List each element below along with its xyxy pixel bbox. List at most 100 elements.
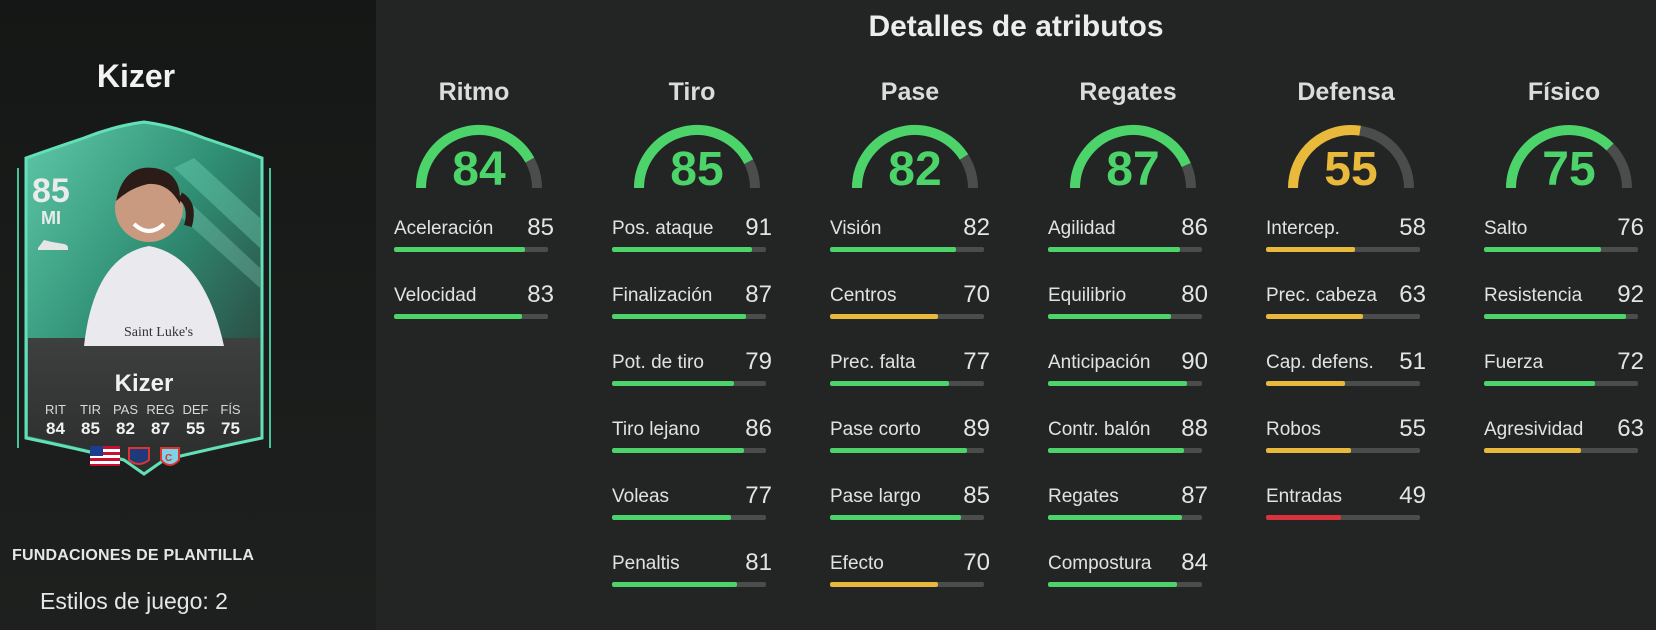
attribute-bar-fill bbox=[394, 247, 525, 252]
player-photo: Saint Luke's bbox=[84, 167, 224, 346]
attribute-value: 55 bbox=[1399, 415, 1426, 442]
attribute-row[interactable]: Visión 82 bbox=[830, 214, 1000, 281]
attribute-bar-fill bbox=[830, 314, 938, 319]
attribute-row[interactable]: Voleas 77 bbox=[612, 482, 782, 549]
attribute-row[interactable]: Finalización 87 bbox=[612, 281, 782, 348]
attribute-bar-fill bbox=[1048, 247, 1181, 252]
attribute-bar-fill bbox=[612, 515, 731, 520]
attribute-bar-fill bbox=[830, 247, 957, 252]
attribute-category: Tiro 85 Pos. ataque 91 Finalización 87 Pot. de… bbox=[612, 78, 782, 616]
attribute-label: Contr. balón bbox=[1048, 419, 1151, 440]
attribute-row[interactable]: Compostura 84 bbox=[1048, 549, 1218, 616]
attribute-label: Tiro lejano bbox=[612, 419, 701, 440]
attribute-bar-fill bbox=[830, 515, 961, 520]
attribute-row[interactable]: Pase largo 85 bbox=[830, 482, 1000, 549]
attribute-bar bbox=[1048, 381, 1202, 386]
attribute-label: Fuerza bbox=[1484, 352, 1544, 373]
club-crest-icon: C bbox=[160, 447, 180, 466]
attribute-bar-fill bbox=[612, 582, 737, 587]
attribute-row[interactable]: Prec. falta 77 bbox=[830, 348, 1000, 415]
attribute-value: 77 bbox=[963, 348, 990, 375]
attribute-row[interactable]: Penaltis 81 bbox=[612, 549, 782, 616]
attribute-bar-fill bbox=[612, 381, 734, 386]
attribute-bar-fill bbox=[1484, 247, 1602, 252]
attribute-row[interactable]: Pot. de tiro 79 bbox=[612, 348, 782, 415]
category-value: 84 bbox=[452, 143, 506, 196]
attribute-row[interactable]: Equilibrio 80 bbox=[1048, 281, 1218, 348]
attribute-row[interactable]: Salto 76 bbox=[1484, 214, 1654, 281]
category-value: 75 bbox=[1542, 143, 1596, 196]
attribute-row[interactable]: Efecto 70 bbox=[830, 549, 1000, 616]
attribute-row[interactable]: Pase corto 89 bbox=[830, 415, 1000, 482]
attribute-value: 63 bbox=[1399, 281, 1426, 308]
attribute-row[interactable]: Fuerza 72 bbox=[1484, 348, 1654, 415]
category-gauge: 82 bbox=[850, 118, 980, 196]
attribute-row[interactable]: Entradas 49 bbox=[1266, 482, 1436, 549]
category-name: Regates bbox=[1079, 78, 1177, 106]
attribute-label: Intercep. bbox=[1266, 218, 1340, 239]
category-name: Ritmo bbox=[438, 78, 510, 106]
attribute-label: Aceleración bbox=[394, 218, 494, 239]
attribute-row[interactable]: Centros 70 bbox=[830, 281, 1000, 348]
player-card[interactable]: Saint Luke's 85 MI Kizer RIT 84 TIR 85 PAS… bbox=[14, 118, 274, 488]
attribute-list: Visión 82 Centros 70 Prec. falta 77 Pase corto… bbox=[830, 214, 1000, 616]
attribute-value: 70 bbox=[963, 281, 990, 308]
attribute-row[interactable]: Anticipación 90 bbox=[1048, 348, 1218, 415]
attribute-value: 86 bbox=[745, 415, 772, 442]
attribute-bar bbox=[394, 247, 548, 252]
attribute-row[interactable]: Aceleración 85 bbox=[394, 214, 564, 281]
attribute-bar bbox=[1266, 247, 1420, 252]
attribute-value: 70 bbox=[963, 549, 990, 576]
attribute-label: Agresividad bbox=[1484, 419, 1584, 440]
attribute-bar bbox=[830, 582, 984, 587]
attribute-row[interactable]: Agresividad 63 bbox=[1484, 415, 1654, 482]
card-stat: FÍS 75 bbox=[213, 402, 248, 439]
attribute-value: 89 bbox=[963, 415, 990, 442]
attribute-bar bbox=[612, 515, 766, 520]
attribute-bar-fill bbox=[1266, 515, 1342, 520]
attribute-row[interactable]: Prec. cabeza 63 bbox=[1266, 281, 1436, 348]
attribute-bar-fill bbox=[1484, 448, 1582, 453]
attribute-category: Defensa 55 Intercep. 58 Prec. cabeza 63 Cap. d… bbox=[1266, 78, 1436, 549]
card-stat-label: RIT bbox=[45, 402, 66, 417]
attribute-label: Pase corto bbox=[830, 419, 921, 440]
category-gauge: 85 bbox=[632, 118, 762, 196]
attribute-value: 79 bbox=[745, 348, 772, 375]
attribute-row[interactable]: Agilidad 86 bbox=[1048, 214, 1218, 281]
attribute-bar-fill bbox=[1266, 381, 1345, 386]
card-stat: PAS 82 bbox=[108, 402, 143, 439]
attribute-bar bbox=[612, 381, 766, 386]
attribute-value: 84 bbox=[1181, 549, 1208, 576]
attribute-label: Prec. cabeza bbox=[1266, 285, 1377, 306]
attribute-row[interactable]: Cap. defens. 51 bbox=[1266, 348, 1436, 415]
category-value: 87 bbox=[1106, 143, 1160, 196]
attribute-bar-fill bbox=[1266, 314, 1364, 319]
card-stat: TIR 85 bbox=[73, 402, 108, 439]
attribute-label: Velocidad bbox=[394, 285, 477, 306]
card-stat-label: FÍS bbox=[220, 402, 241, 417]
attribute-list: Salto 76 Resistencia 92 Fuerza 72 Agresividad 6… bbox=[1484, 214, 1654, 482]
attribute-label: Efecto bbox=[830, 553, 884, 574]
playstyles-count[interactable]: Estilos de juego: 2 bbox=[40, 588, 228, 614]
attribute-value: 81 bbox=[745, 549, 772, 576]
attribute-list: Agilidad 86 Equilibrio 80 Anticipación 90 Cont… bbox=[1048, 214, 1218, 616]
attribute-row[interactable]: Intercep. 58 bbox=[1266, 214, 1436, 281]
attribute-row[interactable]: Velocidad 83 bbox=[394, 281, 564, 348]
attribute-row[interactable]: Tiro lejano 86 bbox=[612, 415, 782, 482]
attribute-label: Pot. de tiro bbox=[612, 352, 704, 373]
attribute-value: 92 bbox=[1617, 281, 1644, 308]
attribute-value: 83 bbox=[527, 281, 554, 308]
attribute-row[interactable]: Regates 87 bbox=[1048, 482, 1218, 549]
usa-flag-icon bbox=[90, 446, 120, 466]
attribute-category: Físico 75 Salto 76 Resistencia 92 Fuerza 72 Agre… bbox=[1484, 78, 1654, 482]
attribute-row[interactable]: Robos 55 bbox=[1266, 415, 1436, 482]
attribute-row[interactable]: Resistencia 92 bbox=[1484, 281, 1654, 348]
attribute-value: 49 bbox=[1399, 482, 1426, 509]
attribute-bar-fill bbox=[394, 314, 522, 319]
attribute-row[interactable]: Pos. ataque 91 bbox=[612, 214, 782, 281]
attribute-value: 63 bbox=[1617, 415, 1644, 442]
attribute-label: Visión bbox=[830, 218, 882, 239]
attribute-row[interactable]: Contr. balón 88 bbox=[1048, 415, 1218, 482]
attribute-label: Pase largo bbox=[830, 486, 921, 507]
attribute-label: Centros bbox=[830, 285, 897, 306]
